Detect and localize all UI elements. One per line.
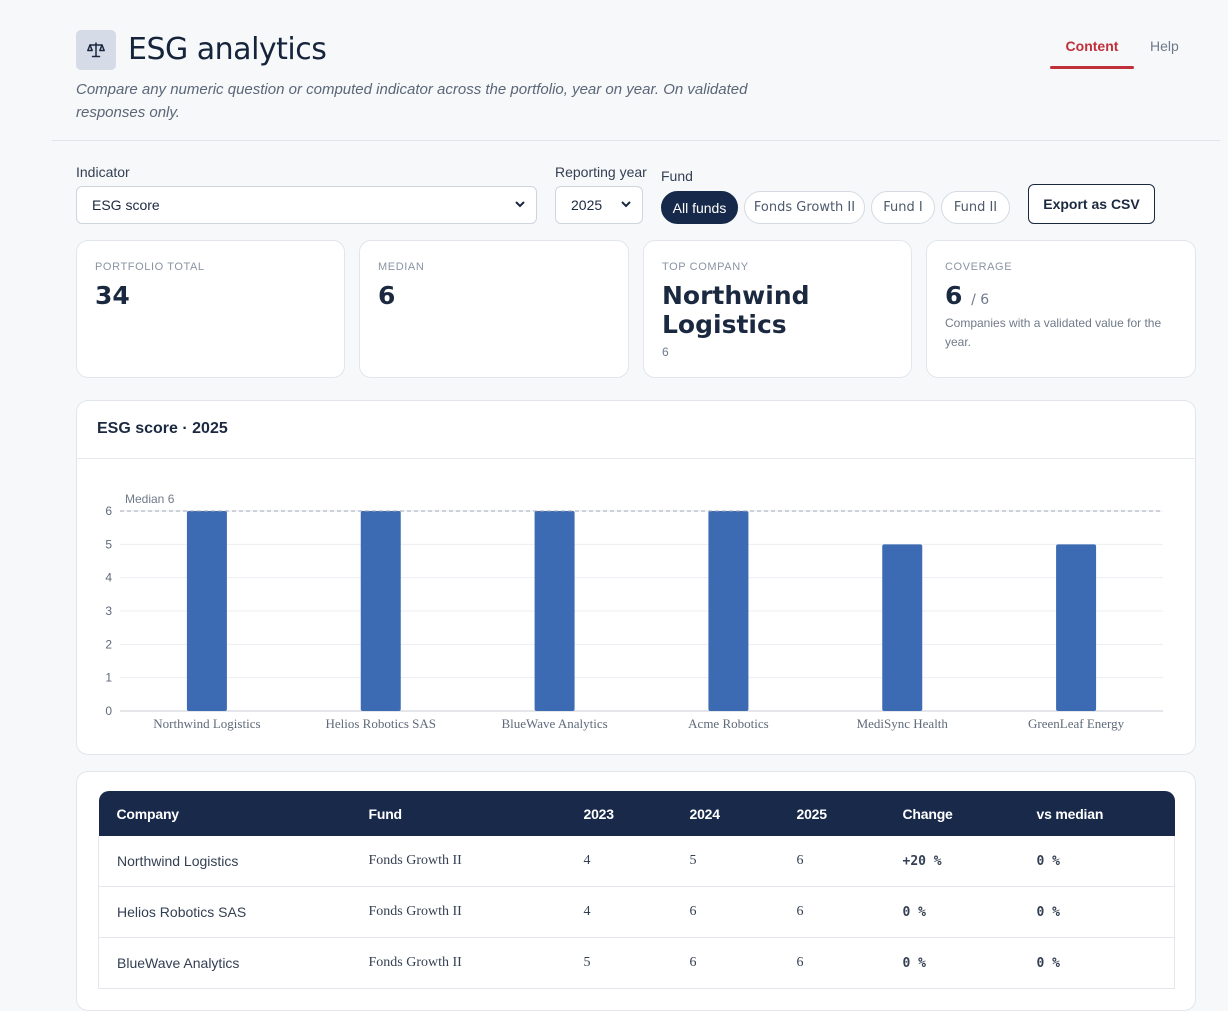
kpi-label: Median	[378, 261, 425, 273]
y-tick-label: 0	[105, 704, 112, 718]
cell-2025: 6	[778, 937, 885, 989]
page-subtitle: Compare any numeric question or computed…	[76, 81, 748, 121]
tab-help[interactable]: Help	[1150, 38, 1179, 54]
scale-icon	[76, 30, 116, 70]
indicator-select[interactable]: ESG score	[76, 186, 537, 224]
cell-2023: 5	[565, 937, 672, 989]
column-header[interactable]: Fund	[350, 791, 566, 836]
cell-2024: 5	[671, 836, 779, 887]
column-header[interactable]: 2025	[778, 791, 885, 836]
kpi-subtext: Companies with a validated value for the…	[945, 316, 1162, 349]
x-tick-label: BlueWave Analytics	[501, 716, 607, 731]
indicator-select-value: ESG score	[92, 197, 160, 213]
x-tick-label: MediSync Health	[857, 716, 949, 731]
cell-company: BlueWave Analytics	[98, 937, 351, 989]
table-row[interactable]: Helios Robotics SAS Fonds Growth II 4 6 …	[98, 886, 1175, 938]
bar-chart: 0 1 2 3 4 5 6 Northwind Logistics Helios Robotic…	[105, 492, 1163, 731]
fund-pill-fund-ii[interactable]: Fund II	[941, 191, 1010, 224]
cell-change: 0 %	[884, 937, 1019, 989]
cell-2025: 6	[778, 836, 885, 887]
kpi-coverage: Coverage 6 / 6 Companies with a validate…	[926, 240, 1196, 378]
bar	[360, 511, 401, 711]
cell-2024: 6	[671, 937, 779, 989]
kpi-median: Median 6	[359, 240, 629, 378]
kpi-value: 34	[95, 281, 130, 310]
chart-card: ESG score · 2025 0 1 2 3 4 5 6 Northwind Logist…	[76, 400, 1196, 755]
column-header[interactable]: 2024	[671, 791, 779, 836]
bar	[534, 511, 575, 711]
coverage-total: / 6	[971, 292, 990, 308]
export-csv-button[interactable]: Export as CSV	[1028, 184, 1155, 224]
cell-company: Northwind Logistics	[98, 836, 351, 887]
reporting-year-value: 2025	[571, 197, 603, 213]
coverage-count: 6	[945, 281, 963, 310]
x-tick-label: GreenLeaf Energy	[1028, 716, 1125, 731]
bar	[882, 544, 923, 711]
x-tick-label: Helios Robotics SAS	[325, 716, 436, 731]
cell-2023: 4	[565, 886, 672, 938]
table-card: Company Fund 2023 2024 2025 Change vs me…	[76, 771, 1196, 1011]
chevron-down-icon	[621, 201, 631, 208]
page-title: ESG analytics	[128, 32, 327, 67]
bar	[186, 511, 227, 711]
column-header[interactable]: 2023	[565, 791, 672, 836]
fund-pill-fund-i[interactable]: Fund I	[871, 191, 935, 224]
indicator-label: Indicator	[76, 164, 130, 180]
table-row[interactable]: Northwind Logistics Fonds Growth II 4 5 …	[98, 836, 1175, 887]
chevron-down-icon	[515, 201, 525, 208]
cell-fund: Fonds Growth II	[350, 836, 566, 887]
cell-vs-median: 0 %	[1018, 937, 1175, 989]
cell-change: +20 %	[884, 836, 1019, 887]
tab-content[interactable]: Content	[1050, 38, 1134, 69]
kpi-value: 6	[378, 281, 396, 310]
cell-2024: 6	[671, 886, 779, 938]
cell-vs-median: 0 %	[1018, 886, 1175, 938]
kpi-label: Top company	[662, 261, 749, 273]
column-header[interactable]: Company	[98, 791, 351, 836]
bar	[1056, 544, 1097, 711]
kpi-label: Portfolio total	[95, 261, 205, 273]
y-tick-label: 2	[105, 637, 112, 651]
chart-divider	[77, 458, 1195, 459]
kpi-subvalue: 6	[662, 345, 669, 359]
kpi-top-company: Top company Northwind Logistics 6	[643, 240, 912, 378]
kpi-value: 6 / 6	[945, 281, 989, 315]
fund-pill-fonds-growth-ii[interactable]: Fonds Growth II	[744, 191, 865, 224]
y-tick-label: 1	[105, 671, 112, 685]
cell-change: 0 %	[884, 886, 1019, 938]
column-header[interactable]: Change	[884, 791, 1019, 836]
column-header[interactable]: vs median	[1018, 791, 1175, 836]
cell-vs-median: 0 %	[1018, 836, 1175, 887]
kpi-portfolio-total: Portfolio total 34	[76, 240, 345, 378]
x-tick-label: Northwind Logistics	[153, 716, 260, 731]
fund-label: Fund	[661, 168, 693, 184]
cell-fund: Fonds Growth II	[350, 937, 566, 989]
median-label: Median 6	[125, 492, 175, 506]
bar	[708, 511, 749, 711]
fund-pill-all-funds[interactable]: All funds	[661, 191, 738, 224]
y-tick-label: 6	[105, 504, 112, 518]
chart-title: ESG score · 2025	[97, 420, 228, 437]
kpi-label: Coverage	[945, 261, 1013, 273]
y-tick-label: 3	[105, 604, 112, 618]
y-tick-label: 5	[105, 537, 112, 551]
header-divider	[52, 140, 1220, 141]
cell-company: Helios Robotics SAS	[98, 886, 351, 938]
cell-fund: Fonds Growth II	[350, 886, 566, 938]
cell-2023: 4	[565, 836, 672, 887]
reporting-year-select[interactable]: 2025	[555, 186, 643, 224]
table-header-row: Company Fund 2023 2024 2025 Change vs me…	[98, 791, 1175, 836]
page-header: ESG analytics Compare any numeric questi…	[0, 0, 1228, 141]
kpi-value: Northwind Logistics	[662, 281, 810, 339]
cell-2025: 6	[778, 886, 885, 938]
y-tick-label: 4	[105, 571, 112, 585]
companies-table: Company Fund 2023 2024 2025 Change vs me…	[98, 791, 1175, 989]
reporting-year-label: Reporting year	[555, 164, 647, 180]
table-row[interactable]: BlueWave Analytics Fonds Growth II 5 6 6…	[98, 937, 1175, 989]
x-tick-label: Acme Robotics	[688, 716, 769, 731]
